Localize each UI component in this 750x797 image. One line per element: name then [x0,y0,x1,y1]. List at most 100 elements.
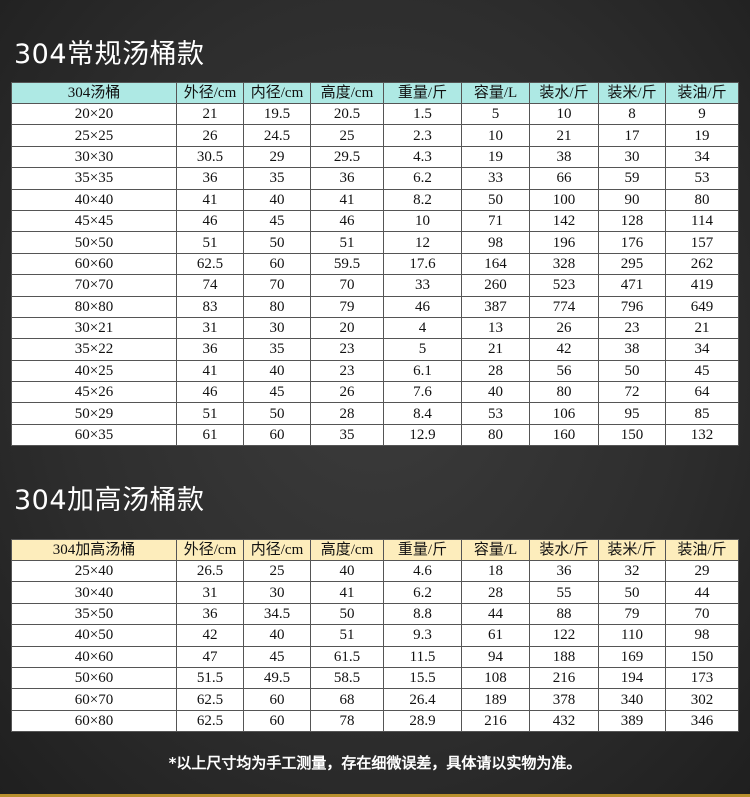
table-cell: 11.5 [383,645,462,668]
table-cell: 25×25 [11,124,177,147]
table-cell: 20 [310,316,384,340]
table-cell: 32 [598,559,666,583]
table-cell: 62.5 [176,709,244,733]
table-row: 60×35 61 60 35 12.9 80 160 150 132 [11,423,739,447]
table-cell: 20×20 [11,102,177,126]
bottom-divider [0,794,750,797]
table-cell: 34 [665,145,739,169]
table-header-row: 304汤桶 外径/cm 内径/cm 高度/cm 重量/斤 容量/L 装水/斤 装米/斤 装油/斤 [11,82,739,104]
table-cell: 50 [310,602,384,626]
table-cell: 64 [665,381,739,404]
table-cell: 29.5 [310,145,384,169]
table-cell: 40 [243,359,311,383]
table-cell: 60×60 [11,252,177,276]
table-row: 60×60 62.5 60 59.5 17.6 164 328 295 262 [11,252,739,276]
table-cell: 25 [310,124,384,147]
table-cell: 30 [598,145,666,169]
table-cell: 40 [310,559,384,583]
table-cell: 419 [665,274,739,297]
column-header: 重量/斤 [383,82,462,104]
table-row: 40×25 41 40 23 6.1 28 56 50 45 [11,359,739,383]
table-cell: 6.1 [383,359,462,383]
table-cell: 6.2 [383,167,462,190]
table-cell: 60 [243,709,311,733]
table-cell: 85 [665,402,739,425]
table-cell: 346 [665,709,739,733]
table-cell: 8 [598,102,666,126]
table-cell: 70 [310,274,384,297]
table-cell: 8.8 [383,602,462,626]
table-cell: 98 [665,624,739,647]
table-cell: 23 [310,338,384,361]
table-cell: 66 [529,167,599,190]
table-cell: 25×40 [11,559,177,583]
table-row: 70×70 74 70 70 33 260 523 471 419 [11,274,739,297]
table-cell: 60×80 [11,709,177,733]
table-cell: 60×35 [11,423,177,447]
table-cell: 70 [665,602,739,626]
table-row: 35×22 36 35 23 5 21 42 38 34 [11,338,739,361]
table-cell: 50 [598,581,666,604]
table-cell: 33 [383,274,462,297]
table-cell: 6.2 [383,581,462,604]
table-cell: 34.5 [243,602,311,626]
table-cell: 260 [461,274,530,297]
table-cell: 38 [598,338,666,361]
table-cell: 55 [529,581,599,604]
table-row: 60×70 62.5 60 68 26.4 189 378 340 302 [11,688,739,711]
table-cell: 53 [665,167,739,190]
table-cell: 50×60 [11,666,177,690]
table-cell: 41 [310,581,384,604]
table-row: 35×50 36 34.5 50 8.8 44 88 79 70 [11,602,739,626]
table-cell: 36 [310,167,384,190]
table-cell: 46 [383,295,462,318]
table-cell: 387 [461,295,530,318]
table-cell: 10 [383,209,462,233]
table-cell: 45 [243,381,311,404]
table-cell: 36 [176,338,244,361]
table-cell: 51 [176,231,244,254]
table-cell: 36 [176,167,244,190]
table-cell: 59 [598,167,666,190]
table-cell: 189 [461,688,530,711]
table-cell: 128 [598,209,666,233]
column-header: 高度/cm [310,539,384,561]
table-cell: 188 [529,645,599,668]
table-cell: 40 [243,188,311,211]
table-cell: 9 [665,102,739,126]
table-cell: 10 [529,102,599,126]
table-cell: 150 [665,645,739,668]
table-cell: 42 [529,338,599,361]
table-cell: 50 [243,231,311,254]
table-row: 25×40 26.5 25 40 4.6 18 36 32 29 [11,559,739,583]
column-header: 外径/cm [176,82,244,104]
table-cell: 5 [461,102,530,126]
column-header: 装米/斤 [598,539,666,561]
table-cell: 122 [529,624,599,647]
table-cell: 88 [529,602,599,626]
table-cell: 23 [598,316,666,340]
table-cell: 108 [461,666,530,690]
table-row: 50×29 51 50 28 8.4 53 106 95 85 [11,402,739,425]
table-cell: 50 [243,402,311,425]
table-cell: 38 [529,145,599,169]
table-cell: 110 [598,624,666,647]
table-cell: 106 [529,402,599,425]
table-cell: 45×45 [11,209,177,233]
table-cell: 72 [598,381,666,404]
table-cell: 8.4 [383,402,462,425]
column-header: 容量/L [461,539,530,561]
table-cell: 389 [598,709,666,733]
table-cell: 20.5 [310,102,384,126]
table-cell: 50 [461,188,530,211]
table-cell: 340 [598,688,666,711]
table-cell: 29 [243,145,311,169]
table-cell: 29 [665,559,739,583]
table-cell: 31 [176,581,244,604]
table-cell: 80 [461,423,530,447]
table-cell: 50×29 [11,402,177,425]
table-cell: 42 [176,624,244,647]
table-cell: 19 [461,145,530,169]
table-cell: 51 [310,624,384,647]
table-row: 40×60 47 45 61.5 11.5 94 188 169 150 [11,645,739,668]
